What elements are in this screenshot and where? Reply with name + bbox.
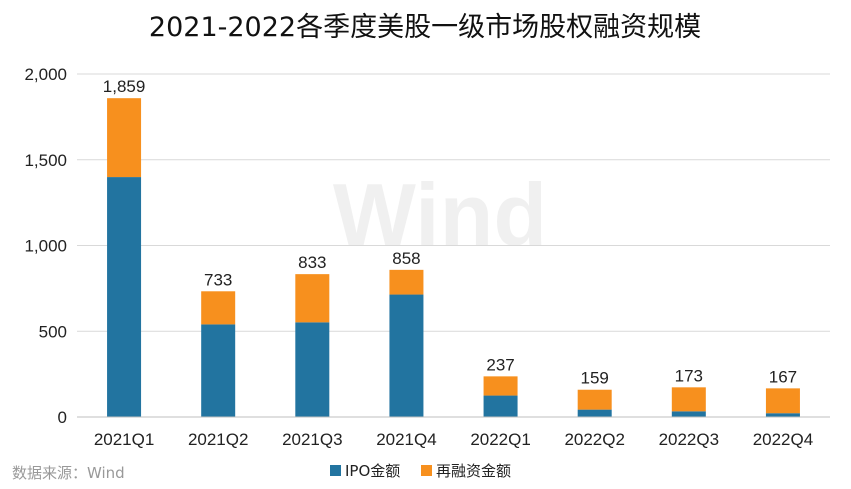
x-tick-label: 2021Q1 bbox=[94, 430, 155, 449]
legend-swatch-refinancing bbox=[421, 465, 432, 476]
bar-refinancing bbox=[107, 98, 142, 178]
bar-refinancing bbox=[577, 389, 612, 410]
y-tick-label: 1,500 bbox=[24, 151, 67, 170]
total-label: 167 bbox=[769, 367, 797, 386]
bar-refinancing bbox=[389, 269, 424, 295]
total-label: 833 bbox=[298, 253, 326, 272]
y-tick-label: 0 bbox=[58, 408, 67, 427]
bar-ipo bbox=[389, 294, 424, 417]
bar-refinancing bbox=[201, 291, 236, 325]
total-label: 173 bbox=[675, 366, 703, 385]
bar-ipo bbox=[765, 413, 800, 417]
total-label: 237 bbox=[486, 355, 514, 374]
bar-refinancing bbox=[671, 387, 706, 412]
bar-ipo bbox=[201, 324, 236, 417]
source-note: 数据来源：Wind bbox=[12, 464, 125, 482]
legend-label-refinancing: 再融资金额 bbox=[436, 462, 511, 480]
total-label: 733 bbox=[204, 270, 232, 289]
total-labels: 1,859 733 833 858 237 159 173 167 bbox=[103, 77, 797, 388]
bar-refinancing bbox=[295, 274, 330, 323]
y-tick-label: 2,000 bbox=[24, 65, 67, 84]
total-label: 858 bbox=[392, 249, 420, 268]
legend: IPO金额 再融资金额 bbox=[330, 462, 511, 480]
x-tick-label: 2021Q2 bbox=[188, 430, 249, 449]
bar-ipo bbox=[295, 322, 330, 417]
x-tick-label: 2022Q1 bbox=[470, 430, 531, 449]
y-axis-ticks: 0 500 1,000 1,500 2,000 bbox=[24, 65, 67, 427]
bar-refinancing bbox=[765, 388, 800, 414]
x-tick-label: 2021Q3 bbox=[282, 430, 343, 449]
total-label: 159 bbox=[581, 369, 609, 388]
bars bbox=[107, 98, 800, 417]
x-tick-label: 2022Q4 bbox=[753, 430, 814, 449]
total-label: 1,859 bbox=[103, 77, 146, 96]
y-tick-label: 1,000 bbox=[24, 237, 67, 256]
bar-ipo bbox=[671, 411, 706, 417]
legend-swatch-ipo bbox=[330, 465, 341, 476]
legend-label-ipo: IPO金额 bbox=[345, 462, 400, 480]
chart-title: 2021-2022各季度美股一级市场股权融资规模 bbox=[149, 12, 701, 43]
gridlines bbox=[77, 73, 830, 332]
bar-ipo bbox=[107, 177, 142, 417]
bar-ipo bbox=[577, 409, 612, 417]
y-tick-label: 500 bbox=[39, 322, 67, 341]
x-tick-label: 2022Q3 bbox=[659, 430, 720, 449]
bar-refinancing bbox=[483, 376, 518, 396]
x-tick-label: 2021Q4 bbox=[376, 430, 437, 449]
bar-ipo bbox=[483, 395, 518, 417]
x-axis-ticks: 2021Q1 2021Q2 2021Q3 2021Q4 2022Q1 2022Q2 2022… bbox=[94, 430, 813, 449]
watermark: Wind bbox=[333, 165, 547, 264]
x-tick-label: 2022Q2 bbox=[564, 430, 625, 449]
